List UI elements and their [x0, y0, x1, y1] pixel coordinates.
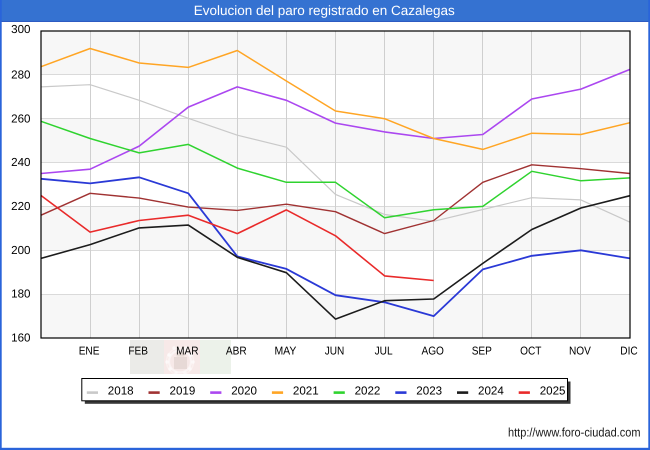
svg-text:2025: 2025 [540, 385, 566, 398]
svg-text:OCT: OCT [520, 346, 541, 358]
svg-text:DIC: DIC [620, 346, 637, 358]
svg-text:FEB: FEB [128, 346, 148, 358]
svg-text:2019: 2019 [170, 385, 196, 398]
svg-text:2018: 2018 [108, 385, 134, 398]
svg-text:2020: 2020 [231, 385, 257, 398]
svg-text:SEP: SEP [472, 346, 492, 358]
svg-text:ENE: ENE [79, 346, 100, 358]
svg-text:2023: 2023 [416, 385, 442, 398]
svg-text:http://www.foro-ciudad.com: http://www.foro-ciudad.com [508, 425, 641, 439]
svg-text:JUN: JUN [325, 346, 345, 358]
svg-text:MAY: MAY [274, 346, 296, 358]
svg-text:260: 260 [11, 112, 30, 125]
svg-text:2021: 2021 [293, 385, 319, 398]
svg-text:Evolucion del paro registrado: Evolucion del paro registrado en Cazaleg… [194, 3, 455, 18]
svg-text:ABR: ABR [226, 346, 247, 358]
svg-text:MAR: MAR [176, 346, 198, 358]
svg-text:160: 160 [11, 332, 30, 345]
svg-text:300: 300 [11, 23, 30, 36]
svg-text:JUL: JUL [375, 346, 393, 358]
svg-text:2024: 2024 [478, 385, 504, 398]
svg-text:280: 280 [11, 69, 30, 82]
svg-text:220: 220 [11, 200, 30, 213]
svg-text:AGO: AGO [421, 346, 444, 358]
svg-text:NOV: NOV [569, 346, 591, 358]
svg-text:180: 180 [11, 288, 30, 301]
svg-text:2022: 2022 [355, 385, 381, 398]
svg-text:240: 240 [11, 156, 30, 169]
svg-text:200: 200 [11, 244, 30, 257]
